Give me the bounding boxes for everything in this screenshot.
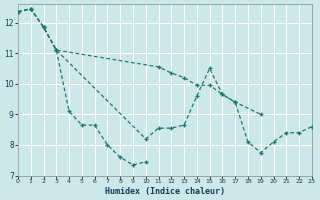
X-axis label: Humidex (Indice chaleur): Humidex (Indice chaleur) xyxy=(105,187,225,196)
